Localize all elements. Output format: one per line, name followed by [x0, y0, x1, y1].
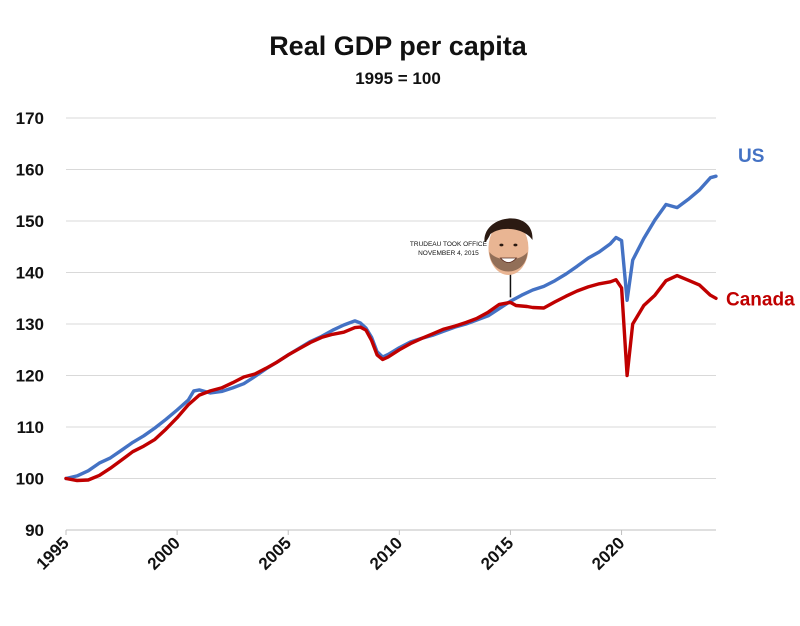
annotation: TRUDEAU TOOK OFFICE NOVEMBER 4, 2015: [410, 218, 533, 298]
series-lines: [64, 174, 718, 483]
legend-label-canada: Canada: [726, 289, 795, 310]
x-tick-label: 2010: [366, 533, 406, 573]
legend-label-us: US: [738, 146, 764, 167]
x-tick-label: 2005: [255, 533, 295, 573]
y-tick-label: 150: [16, 212, 44, 231]
x-tick-label: 2020: [588, 533, 628, 573]
portrait-hair: [484, 218, 533, 242]
annotation-text-line-2: NOVEMBER 4, 2015: [418, 250, 479, 257]
y-tick-label: 160: [16, 161, 44, 180]
y-tick-label: 170: [16, 109, 44, 128]
chart-subtitle: 1995 = 100: [355, 69, 441, 88]
x-tick-label: 2015: [477, 533, 517, 573]
x-axis-ticks: 1995 2000 2005 2010 2015 2020: [33, 530, 628, 574]
portrait-eye-left: [499, 243, 504, 247]
portrait-photo: [484, 218, 533, 275]
y-tick-label: 100: [16, 470, 44, 489]
y-tick-label: 90: [25, 521, 44, 540]
y-axis-ticks: 170 160 150 140 130 120 110 100 90: [16, 109, 44, 540]
chart-title: Real GDP per capita: [269, 31, 528, 61]
y-tick-label: 140: [16, 264, 44, 283]
grid-lines: [66, 117, 716, 531]
y-tick-label: 120: [16, 367, 44, 386]
portrait-eye-right: [513, 243, 518, 247]
y-tick-label: 130: [16, 315, 44, 334]
x-tick-label: 2000: [144, 533, 184, 573]
y-tick-label: 110: [17, 418, 44, 437]
annotation-text-line-1: TRUDEAU TOOK OFFICE: [410, 241, 488, 248]
series-line-us: [64, 174, 718, 481]
portrait-smile: [499, 257, 518, 263]
series-line-canada: [64, 273, 718, 483]
